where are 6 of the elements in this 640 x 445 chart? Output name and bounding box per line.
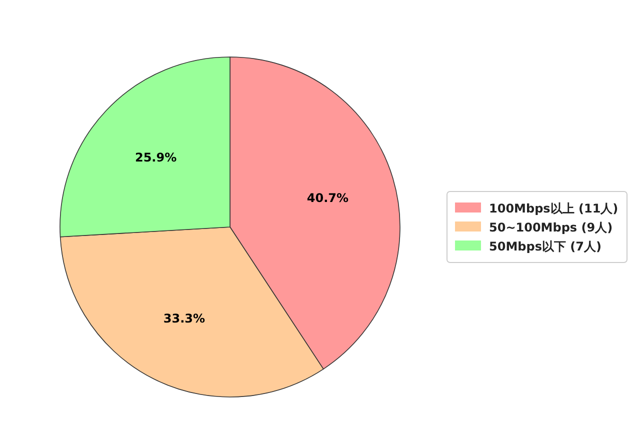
data-label: 25.9% <box>134 150 177 165</box>
data-label: 33.3% <box>163 312 206 326</box>
legend-label: 50~100Mbps (9人) <box>489 220 613 234</box>
data-label: 40.7% <box>306 191 349 206</box>
legend-label: 50Mbps以下 (7人) <box>489 240 602 254</box>
legend-label: 100Mbps以上 (11人) <box>489 202 618 216</box>
